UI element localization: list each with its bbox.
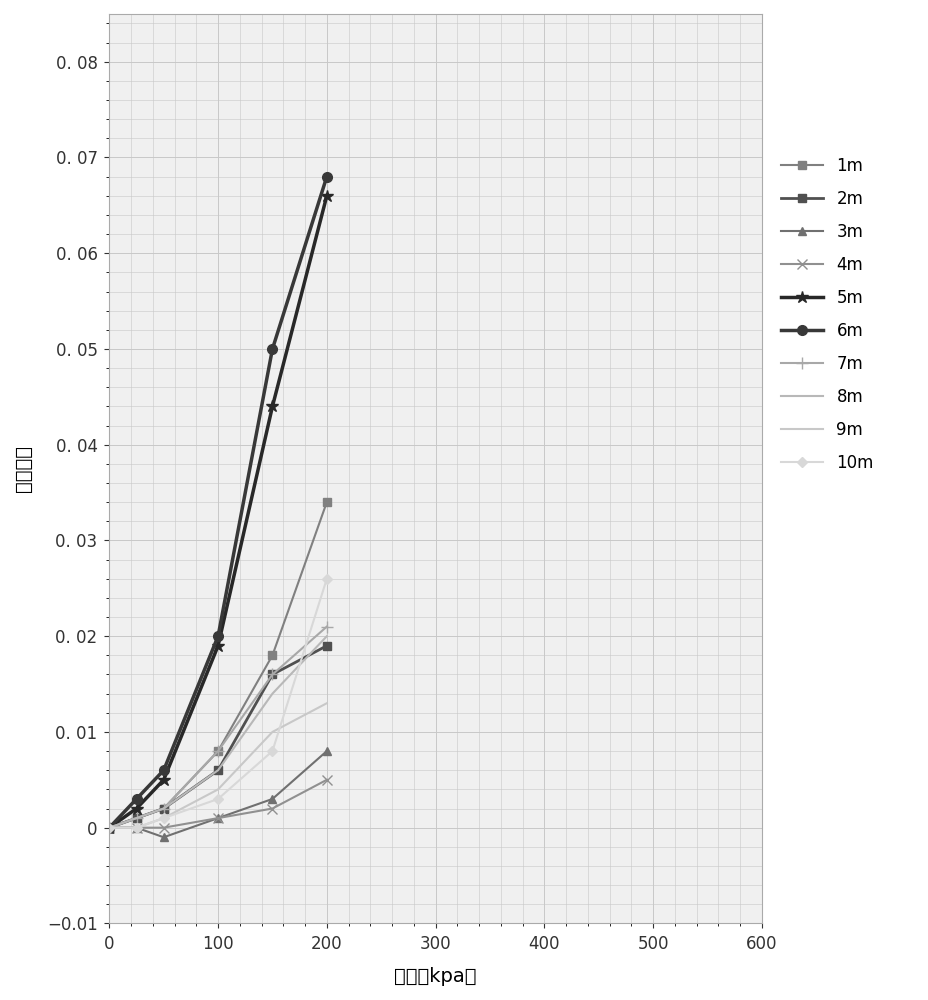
8m [104,822,115,834]
Legend: 1m, 2m, 3m, 4m, 5m, 6m, 7m, 8m, 9m, 10m: 1m, 2m, 3m, 4m, 5m, 6m, 7m, 8m, 9m, 10m [774,150,880,479]
9m [213,783,224,795]
2m [131,812,142,824]
1m [158,803,169,815]
9m [131,822,142,834]
9m [158,812,169,824]
8m [266,688,277,700]
6m [266,343,277,355]
6m [158,764,169,776]
1m [131,812,142,824]
9m [104,822,115,834]
Y-axis label: 湿陷系数: 湿陷系数 [14,445,32,492]
2m [321,640,332,652]
3m [321,745,332,757]
1m [104,822,115,834]
5m [321,190,332,202]
3m [158,831,169,843]
9m [266,726,277,738]
5m [158,774,169,786]
10m [104,822,115,834]
4m [158,822,169,834]
6m [213,630,224,642]
3m [104,822,115,834]
6m [131,793,142,805]
4m [266,803,277,815]
8m [321,630,332,642]
4m [131,822,142,834]
10m [321,573,332,585]
7m [321,621,332,633]
4m [321,774,332,786]
4m [213,812,224,824]
Line: 5m: 5m [103,190,333,834]
Line: 3m: 3m [105,747,330,841]
8m [158,803,169,815]
7m [104,822,115,834]
X-axis label: 压力（kpa）: 压力（kpa） [393,967,476,986]
7m [131,812,142,824]
Line: 1m: 1m [105,498,330,832]
8m [213,764,224,776]
3m [131,822,142,834]
5m [266,400,277,412]
2m [104,822,115,834]
1m [321,496,332,508]
1m [213,745,224,757]
9m [321,697,332,709]
10m [213,793,224,805]
6m [104,822,115,834]
3m [266,793,277,805]
5m [213,640,224,652]
7m [158,803,169,815]
10m [266,745,277,757]
Line: 10m: 10m [106,575,330,831]
Line: 8m: 8m [110,636,327,828]
3m [213,812,224,824]
4m [104,822,115,834]
8m [131,812,142,824]
5m [131,803,142,815]
Line: 4m: 4m [104,775,331,833]
Line: 9m: 9m [110,703,327,828]
10m [131,822,142,834]
6m [321,171,332,183]
7m [213,745,224,757]
Line: 7m: 7m [104,621,332,833]
Line: 6m: 6m [104,172,331,833]
2m [266,668,277,680]
2m [213,764,224,776]
7m [266,668,277,680]
2m [158,803,169,815]
Line: 2m: 2m [105,642,330,832]
5m [104,822,115,834]
1m [266,649,277,661]
10m [158,812,169,824]
